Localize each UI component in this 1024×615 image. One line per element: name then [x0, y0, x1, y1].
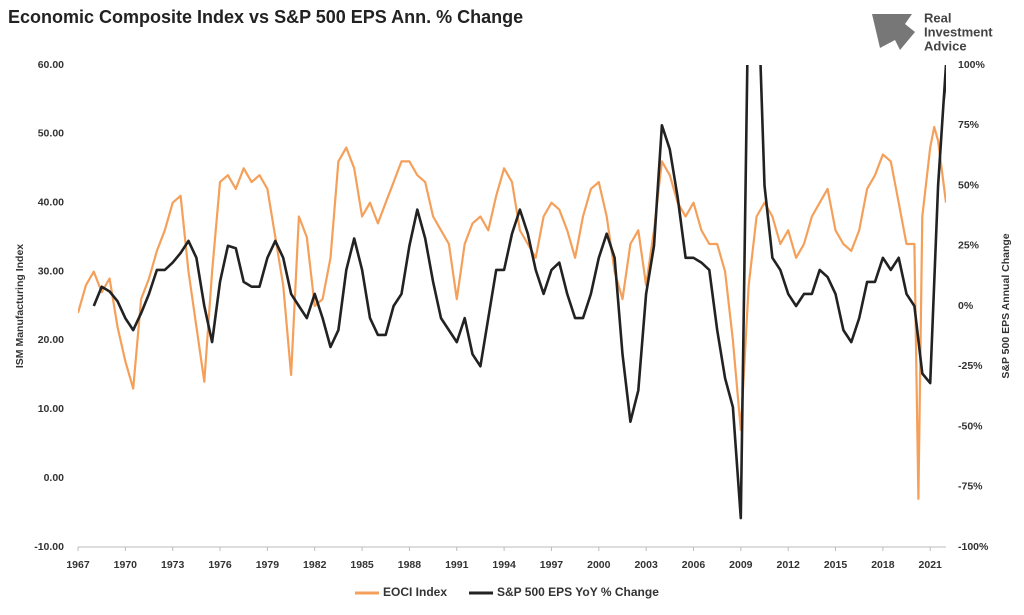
x-tick-label: 1994: [492, 559, 516, 571]
y2-tick-label: 50%: [958, 179, 980, 191]
x-tick-label: 2018: [871, 559, 895, 571]
x-tick-label: 2021: [919, 559, 943, 571]
logo-icon: [872, 14, 915, 50]
y-tick-label: 60.00: [38, 59, 64, 71]
logo-text: Investment: [924, 24, 993, 39]
series-line: [92, 65, 946, 520]
y2-tick-label: 25%: [958, 240, 980, 252]
x-tick-label: 1976: [208, 559, 232, 571]
x-tick-label: 1982: [303, 559, 327, 571]
y2-tick-label: -75%: [958, 481, 983, 493]
x-tick-label: 1988: [398, 559, 422, 571]
x-tick-label: 1973: [161, 559, 185, 571]
y2-tick-label: 75%: [958, 119, 980, 131]
y-axis-label: ISM Manufacturing Index: [14, 244, 26, 368]
chart-title: Economic Composite Index vs S&P 500 EPS …: [8, 7, 523, 27]
y-tick-label: 50.00: [38, 128, 64, 140]
y2-tick-label: 100%: [958, 59, 986, 71]
x-tick-label: 1991: [445, 559, 469, 571]
x-tick-label: 2009: [729, 559, 753, 571]
y2-tick-label: -50%: [958, 420, 983, 432]
y-tick-label: 40.00: [38, 196, 64, 208]
x-tick-label: 2012: [777, 559, 801, 571]
y-tick-label: 10.00: [38, 403, 64, 415]
plot-area: [78, 65, 946, 520]
x-tick-label: 2003: [634, 559, 658, 571]
logo: Real Investment Advice: [872, 10, 993, 53]
x-tick-label: 2015: [824, 559, 848, 571]
y2-tick-label: -25%: [958, 360, 983, 372]
y2-tick-label: 0%: [958, 300, 974, 312]
y2-axis-label: S&P 500 EPS Annual Change: [1000, 233, 1012, 378]
x-tick-label: 1970: [114, 559, 138, 571]
series-line: [78, 125, 946, 500]
x-tick-label: 2000: [587, 559, 611, 571]
logo-text: Real: [924, 10, 951, 25]
x-tick-label: 2006: [682, 559, 706, 571]
x-tick-label: 1997: [540, 559, 564, 571]
logo-text: Advice: [924, 38, 967, 53]
legend-label: S&P 500 EPS YoY % Change: [497, 585, 659, 599]
x-tick-label: 1979: [256, 559, 280, 571]
y2-tick-label: -100%: [958, 541, 989, 553]
x-tick-label: 1967: [66, 559, 90, 571]
y-tick-label: 0.00: [44, 472, 65, 484]
y-tick-label: 20.00: [38, 334, 64, 346]
legend-label: EOCI Index: [383, 585, 447, 599]
x-tick-label: 1985: [350, 559, 374, 571]
y-tick-label: -10.00: [34, 541, 64, 553]
y-tick-label: 30.00: [38, 265, 64, 277]
